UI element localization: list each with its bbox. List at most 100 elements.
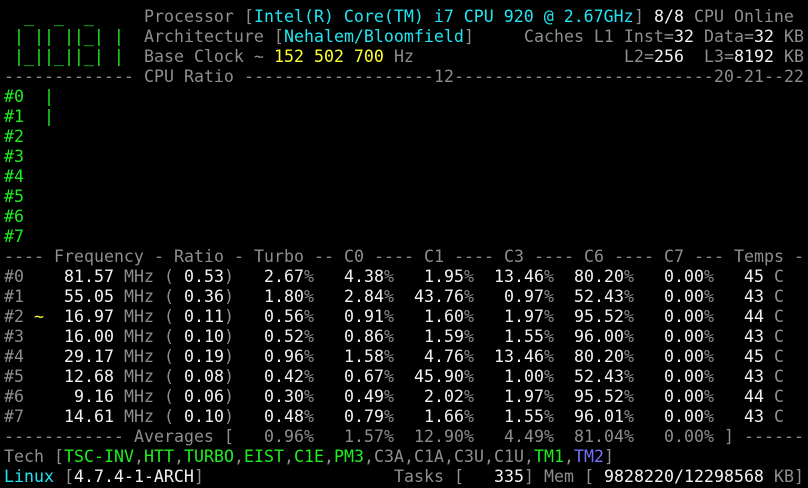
percent-sign: % xyxy=(704,387,714,406)
unit-mhz: MHz xyxy=(124,287,154,306)
percent-sign: % xyxy=(384,407,394,426)
core-frequency: 55.05 xyxy=(64,287,114,306)
core-c0-percent: 0.67 xyxy=(344,367,384,386)
core-temperature: 43 xyxy=(744,407,764,426)
bracket: ] xyxy=(634,7,644,26)
divider: ------------- xyxy=(4,67,134,86)
core-c6-percent: 80.20 xyxy=(574,347,624,366)
core-c6-percent: 95.52 xyxy=(574,307,624,326)
tech-feature-tsc-inv: TSC-INV xyxy=(64,447,134,466)
core-ratio-bar: | xyxy=(44,107,54,126)
core-ratio: 0.10 xyxy=(184,407,224,426)
os-name: Linux xyxy=(4,467,54,486)
percent-sign: % xyxy=(384,367,394,386)
core-temperature: 43 xyxy=(744,327,764,346)
core-frequency: 16.97 xyxy=(64,307,114,326)
core-c3-percent: 1.55 xyxy=(504,327,544,346)
ratio-mark: 12 xyxy=(434,67,454,86)
average-c7-percent: 0.00 xyxy=(664,427,704,446)
core-c0-percent: 4.38 xyxy=(344,267,384,286)
core-id: #5 xyxy=(4,367,24,386)
tech-label: Tech [ xyxy=(4,447,64,466)
percent-sign: % xyxy=(544,307,554,326)
percent-sign: % xyxy=(304,287,314,306)
core-c6-percent: 80.20 xyxy=(574,267,624,286)
percent-sign: % xyxy=(464,407,474,426)
percent-sign: % xyxy=(624,307,634,326)
divider: ---- xyxy=(534,247,574,266)
processor-brand: Intel(R) Core(TM) i7 CPU 920 @ 2.67GHz xyxy=(254,7,634,26)
percent-sign: % xyxy=(544,367,554,386)
percent-sign: % xyxy=(704,287,714,306)
core-temperature: 43 xyxy=(744,287,764,306)
percent-sign: % xyxy=(704,347,714,366)
percent-sign: % xyxy=(464,427,474,446)
l1-inst-size: 32 xyxy=(674,27,694,46)
percent-sign: % xyxy=(624,427,634,446)
percent-sign: % xyxy=(544,347,554,366)
unit-mhz: MHz xyxy=(124,307,154,326)
tech-feature-c3a: C3A xyxy=(374,447,404,466)
percent-sign: % xyxy=(304,387,314,406)
separator: , xyxy=(284,447,294,466)
bracket: ] xyxy=(464,27,474,46)
column-header-frequency: Frequency xyxy=(54,247,144,266)
separator: , xyxy=(484,447,494,466)
paren: ( xyxy=(164,407,174,426)
core-c7-percent: 0.00 xyxy=(664,347,704,366)
unit-celsius: C xyxy=(774,347,784,366)
core-c7-percent: 0.00 xyxy=(664,367,704,386)
tech-feature-c1a: C1A xyxy=(414,447,444,466)
corefreq-logo: _ _ _ xyxy=(4,7,94,26)
core-c3-percent: 13.46 xyxy=(494,347,544,366)
percent-sign: % xyxy=(464,347,474,366)
core-c1-percent: 1.59 xyxy=(424,327,464,346)
core-c3-percent: 1.55 xyxy=(504,407,544,426)
l2-size: 256 xyxy=(654,47,684,66)
core-temperature: 44 xyxy=(744,387,764,406)
tasks-label: Tasks [ xyxy=(394,467,464,486)
column-header-c7: C7 xyxy=(664,247,684,266)
core-frequency: 81.57 xyxy=(64,267,114,286)
paren: ( xyxy=(164,367,174,386)
divider: -------------------------- xyxy=(454,67,714,86)
core-id: #1 xyxy=(4,287,24,306)
percent-sign: % xyxy=(304,347,314,366)
core-ratio: 0.06 xyxy=(184,387,224,406)
l3-size: 8192 xyxy=(734,47,774,66)
divider: ---- xyxy=(4,247,44,266)
unit-kb: KB xyxy=(784,27,804,46)
core-c6-percent: 52.43 xyxy=(574,287,624,306)
l1-data-label: Data= xyxy=(704,27,754,46)
core-c1-percent: 1.66 xyxy=(424,407,464,426)
tech-feature-c1u: C1U xyxy=(494,447,524,466)
core-frequency: 29.17 xyxy=(64,347,114,366)
tech-feature-turbo: TURBO xyxy=(184,447,234,466)
core-turbo-percent: 0.42 xyxy=(264,367,304,386)
percent-sign: % xyxy=(624,327,634,346)
unit-celsius: C xyxy=(774,387,784,406)
core-c0-percent: 0.91 xyxy=(344,307,384,326)
architecture-label: Architecture [ xyxy=(144,27,284,46)
core-c1-percent: 1.60 xyxy=(424,307,464,326)
percent-sign: % xyxy=(464,267,474,286)
percent-sign: % xyxy=(384,307,394,326)
divider: - xyxy=(734,67,744,86)
unit-mhz: MHz xyxy=(124,407,154,426)
paren: ( xyxy=(164,327,174,346)
core-id: #7 xyxy=(4,407,24,426)
percent-sign: % xyxy=(464,307,474,326)
core-id: #6 xyxy=(4,387,24,406)
core-c0-percent: 0.79 xyxy=(344,407,384,426)
core-c0-percent: 0.86 xyxy=(344,327,384,346)
bracket: ] xyxy=(724,427,734,446)
core-c0-percent: 0.49 xyxy=(344,387,384,406)
core-turbo-percent: 0.30 xyxy=(264,387,304,406)
column-header-c6: C6 xyxy=(584,247,604,266)
percent-sign: % xyxy=(544,267,554,286)
paren: ( xyxy=(164,347,174,366)
bracket: ] xyxy=(604,447,614,466)
tech-feature-c1e: C1E xyxy=(294,447,324,466)
core-turbo-percent: 2.67 xyxy=(264,267,304,286)
cpu-online-count: 8/8 xyxy=(654,7,684,26)
